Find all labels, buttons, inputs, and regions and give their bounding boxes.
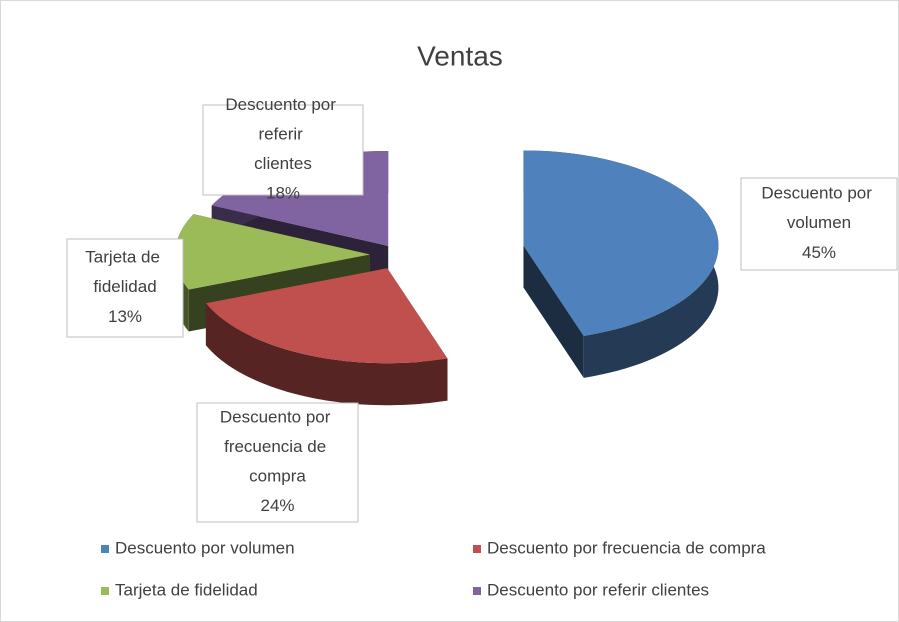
data-label-box [196,402,359,523]
data-label-category: Descuento por referir clientes [225,95,340,173]
slice-side [523,245,584,378]
data-label-value: 24% [260,496,294,515]
chart-title: Ventas [417,40,503,71]
data-label-box [740,177,898,271]
legend-swatch [101,545,109,553]
slice [205,268,448,364]
data-label-category: Tarjeta de fidelidad [85,248,164,297]
data-label-value: 13% [108,307,142,326]
legend-swatch [101,587,109,595]
legend-label: Tarjeta de fidelidad [115,580,258,599]
data-label-value: 18% [266,184,300,203]
data-label-value: 45% [802,243,836,262]
data-label-category: Descuento por frecuencia de compra [220,408,335,486]
legend-label: Descuento por volumen [115,538,295,557]
data-label-box [66,238,184,338]
slice [523,150,719,336]
slice [205,268,448,406]
legend-swatch [473,545,481,553]
legend-label: Descuento por referir clientes [487,580,709,599]
slice-wall [205,303,448,406]
slice [175,214,371,290]
legend-swatch [473,587,481,595]
slice [523,150,719,378]
legend-label: Descuento por frecuencia de compra [487,538,766,557]
data-label-box [202,104,364,196]
data-label-category: Descuento por volumen [761,184,876,233]
